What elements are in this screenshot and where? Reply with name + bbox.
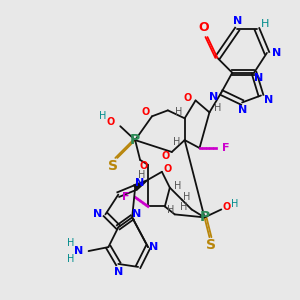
Text: N: N bbox=[93, 209, 102, 219]
Text: H: H bbox=[99, 111, 106, 121]
Text: P: P bbox=[130, 133, 140, 147]
Polygon shape bbox=[134, 180, 148, 190]
Text: H: H bbox=[173, 137, 180, 147]
Text: N: N bbox=[272, 48, 281, 58]
Text: H: H bbox=[175, 107, 182, 117]
Text: N: N bbox=[264, 95, 274, 106]
Text: H: H bbox=[230, 200, 238, 209]
Text: H: H bbox=[261, 19, 269, 29]
Text: N: N bbox=[74, 246, 83, 256]
Text: O: O bbox=[142, 107, 150, 117]
Text: O: O bbox=[198, 21, 209, 34]
Text: N: N bbox=[136, 178, 145, 188]
Text: O: O bbox=[140, 161, 148, 171]
Text: H: H bbox=[67, 254, 74, 264]
Text: O: O bbox=[164, 164, 172, 174]
Text: N: N bbox=[209, 92, 218, 103]
Text: S: S bbox=[206, 238, 216, 252]
Text: H: H bbox=[174, 181, 182, 191]
Text: N: N bbox=[133, 209, 142, 219]
Text: N: N bbox=[149, 242, 159, 252]
Text: H: H bbox=[67, 238, 74, 248]
Text: N: N bbox=[254, 73, 264, 83]
Text: N: N bbox=[238, 105, 247, 116]
Text: H: H bbox=[138, 170, 146, 180]
Text: F: F bbox=[122, 192, 130, 202]
Text: O: O bbox=[162, 151, 170, 161]
Text: O: O bbox=[106, 117, 115, 127]
Text: H: H bbox=[167, 206, 175, 215]
Text: H: H bbox=[180, 202, 188, 212]
Text: P: P bbox=[200, 210, 210, 224]
Text: H: H bbox=[183, 192, 190, 202]
Text: F: F bbox=[221, 143, 229, 153]
Text: O: O bbox=[222, 202, 230, 212]
Text: H: H bbox=[214, 103, 221, 113]
Text: N: N bbox=[114, 267, 123, 277]
Text: S: S bbox=[108, 159, 118, 173]
Text: N: N bbox=[232, 16, 242, 26]
Text: O: O bbox=[184, 94, 192, 103]
